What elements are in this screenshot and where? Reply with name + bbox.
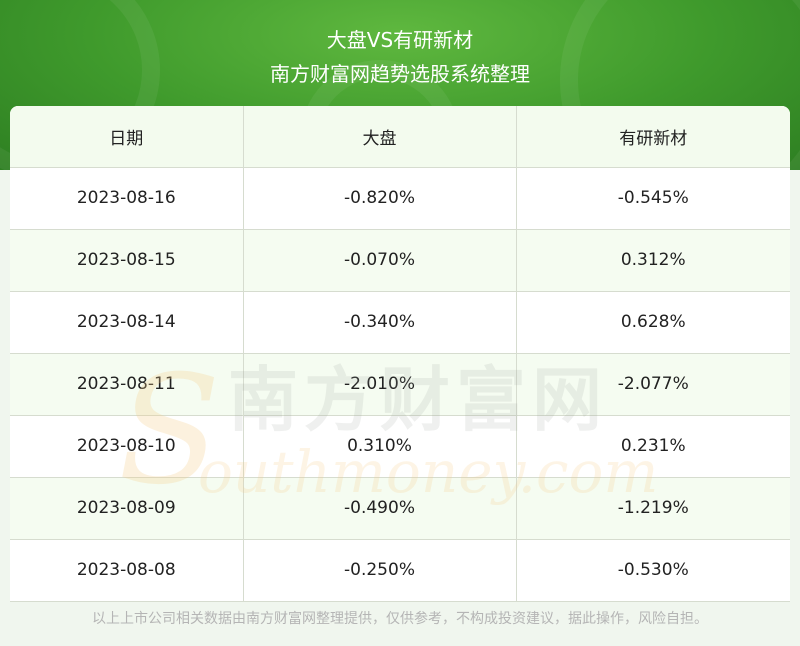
cell-market-change: -0.820% [243, 167, 517, 230]
table-row: 2023-08-16 -0.820% -0.545% [10, 167, 790, 230]
table-header-row: 日期 大盘 有研新材 [10, 106, 790, 168]
cell-stock-change: 0.231% [516, 415, 790, 478]
cell-market-change: -0.490% [243, 477, 517, 540]
cell-date: 2023-08-09 [10, 477, 244, 540]
cell-market-change: -2.010% [243, 353, 517, 416]
cell-stock-change: 0.312% [516, 229, 790, 292]
table-row: 2023-08-15 -0.070% 0.312% [10, 229, 790, 292]
comparison-table: 日期 大盘 有研新材 2023-08-16 -0.820% -0.545% 20… [10, 106, 790, 602]
table-row: 2023-08-10 0.310% 0.231% [10, 415, 790, 478]
table-row: 2023-08-09 -0.490% -1.219% [10, 477, 790, 540]
cell-date: 2023-08-08 [10, 539, 244, 602]
cell-stock-change: -2.077% [516, 353, 790, 416]
cell-date: 2023-08-16 [10, 167, 244, 230]
cell-date: 2023-08-10 [10, 415, 244, 478]
cell-date: 2023-08-15 [10, 229, 244, 292]
table-row: 2023-08-11 -2.010% -2.077% [10, 353, 790, 416]
table-row: 2023-08-08 -0.250% -0.530% [10, 539, 790, 602]
column-header-market: 大盘 [243, 106, 517, 168]
cell-market-change: -0.340% [243, 291, 517, 354]
column-header-stock: 有研新材 [516, 106, 790, 168]
disclaimer-footer: 以上上市公司相关数据由南方财富网整理提供，仅供参考，不构成投资建议，据此操作，风… [92, 611, 708, 627]
cell-date: 2023-08-11 [10, 353, 244, 416]
cell-date: 2023-08-14 [10, 291, 244, 354]
cell-market-change: -0.070% [243, 229, 517, 292]
page-subtitle: 南方财富网趋势选股系统整理 [270, 62, 530, 86]
column-header-date: 日期 [10, 106, 244, 168]
data-table-card: 日期 大盘 有研新材 2023-08-16 -0.820% -0.545% 20… [10, 106, 790, 602]
cell-stock-change: -0.545% [516, 167, 790, 230]
cell-market-change: -0.250% [243, 539, 517, 602]
cell-stock-change: -1.219% [516, 477, 790, 540]
cell-stock-change: -0.530% [516, 539, 790, 602]
page-title: 大盘VS有研新材 [326, 28, 474, 52]
cell-stock-change: 0.628% [516, 291, 790, 354]
cell-market-change: 0.310% [243, 415, 517, 478]
table-row: 2023-08-14 -0.340% 0.628% [10, 291, 790, 354]
